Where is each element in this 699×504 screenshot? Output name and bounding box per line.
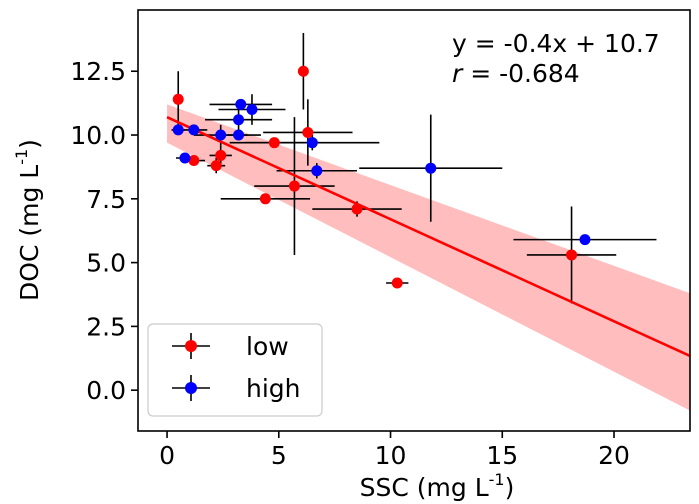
data-point-high-1 [179, 152, 191, 164]
data-point-low-9 [351, 203, 363, 215]
data-point-low-10 [391, 277, 403, 289]
data-point-high-11 [579, 234, 591, 246]
y-tick-label-0: 0.0 [86, 376, 126, 405]
y-tick-label-3: 7.5 [86, 185, 126, 214]
x-axis-label-sup: -1 [489, 470, 505, 489]
y-tick-label-4: 10.0 [70, 121, 126, 150]
legend-low-marker [185, 340, 197, 352]
confidence-band [167, 104, 690, 411]
x-axis-label-end: ) [505, 473, 515, 502]
data-point-low-5 [268, 137, 280, 149]
x-tick-label-3: 15 [486, 441, 518, 470]
x-axis-label-main: SSC (mg L [360, 473, 489, 502]
y-tick-label-5: 12.5 [70, 57, 126, 86]
x-tick-label-0: 0 [159, 441, 175, 470]
data-point-low-8 [302, 126, 314, 138]
legend-high-marker [185, 382, 197, 394]
legend: low high [147, 323, 323, 417]
y-axis-label-main: DOC (mg L [15, 165, 44, 301]
r-symbol: r [452, 59, 464, 88]
fit-equation: y = -0.4x + 10.7 [452, 29, 660, 58]
y-tick-label-2: 5.0 [86, 249, 126, 278]
data-point-high-9 [311, 165, 323, 177]
x-axis-ticks: 0 5 10 15 20 [159, 431, 630, 470]
fit-line-layer [166, 115, 690, 358]
y-axis-label-sup: -1 [12, 149, 31, 165]
y-tick-label-1: 2.5 [86, 312, 126, 341]
data-point-low-4 [259, 193, 271, 205]
x-tick-label-1: 5 [271, 441, 287, 470]
data-point-high-0 [172, 124, 184, 136]
legend-entry-low: low [172, 332, 289, 361]
data-point-high-5 [233, 114, 245, 126]
data-point-high-2 [188, 124, 200, 136]
correlation-label: r = -0.684 [452, 59, 580, 88]
data-point-high-8 [306, 137, 318, 149]
x-axis-label: SSC (mg L-1) [360, 470, 515, 502]
data-point-low-1 [188, 155, 200, 167]
r-value: = -0.684 [462, 59, 579, 88]
data-point-high-10 [425, 162, 437, 174]
legend-low-label: low [246, 332, 289, 361]
fit-line [166, 115, 690, 358]
data-point-layer [172, 65, 591, 289]
data-point-high-4 [233, 129, 245, 141]
confidence-band-layer [167, 104, 690, 411]
y-axis-ticks: 0.0 2.5 5.0 7.5 10.0 12.5 [70, 57, 138, 405]
data-point-low-6 [288, 180, 300, 192]
data-point-high-7 [246, 104, 258, 116]
y-axis-label: DOC (mg L-1) [12, 139, 44, 301]
legend-entry-high: high [172, 374, 301, 403]
data-point-high-6 [235, 98, 247, 110]
legend-high-label: high [246, 374, 301, 403]
axes-frame [137, 9, 691, 432]
data-point-low-0 [172, 93, 184, 105]
data-point-low-3 [215, 149, 227, 161]
data-point-high-3 [215, 129, 227, 141]
x-tick-label-2: 10 [375, 441, 407, 470]
x-tick-label-4: 20 [598, 441, 630, 470]
y-axis-label-end: ) [15, 139, 44, 149]
data-point-low-2 [210, 160, 222, 172]
data-point-low-7 [297, 65, 309, 77]
data-point-low-11 [566, 249, 578, 261]
